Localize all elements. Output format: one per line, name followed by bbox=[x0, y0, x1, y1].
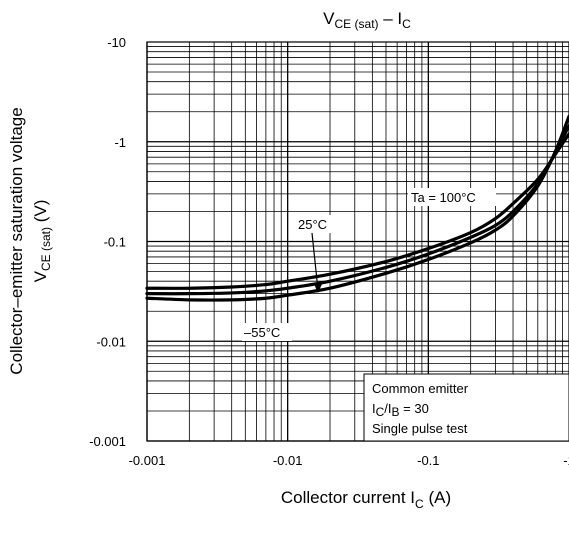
series-line-minus-55c bbox=[145, 114, 569, 302]
y-tick-label: -0.001 bbox=[89, 434, 126, 449]
x-tick-labels: -0.001 -0.01 -0.1 -1 bbox=[129, 453, 569, 468]
x-tick-label: -0.01 bbox=[273, 453, 303, 468]
y-tick-label: -0.01 bbox=[96, 334, 126, 349]
condition-box bbox=[363, 373, 569, 442]
y-axis-title-line-1: Collector–emitter saturation voltage bbox=[7, 107, 26, 374]
y-tick-labels: -10 -1 -0.1 -0.01 -0.001 bbox=[89, 35, 126, 449]
condition-line-2: IC/IB = 30 bbox=[372, 401, 429, 419]
chart-title: VCE (sat) – IC bbox=[323, 9, 411, 31]
y-tick-label: -10 bbox=[107, 35, 126, 50]
label-25c: 25°C bbox=[298, 217, 327, 232]
tm55-label-bg bbox=[242, 323, 292, 341]
t25-label-bg bbox=[296, 215, 336, 233]
condition-line-3: Single pulse test bbox=[372, 421, 468, 436]
x-axis-title: Collector current IC (A) bbox=[281, 488, 451, 511]
x-tick-label: -0.1 bbox=[417, 453, 439, 468]
x-tick-label: -1 bbox=[563, 453, 569, 468]
label-25c-arrowhead bbox=[314, 284, 322, 293]
y-tick-label: -1 bbox=[114, 135, 126, 150]
label-ta-100: Ta = 100°C bbox=[411, 190, 476, 205]
ta100-label-bg bbox=[408, 188, 496, 206]
x-tick-label: -0.001 bbox=[129, 453, 166, 468]
y-tick-label: -0.1 bbox=[104, 235, 126, 250]
y-axis-title-line-2: VCE (sat) (V) bbox=[31, 200, 53, 283]
series-line-ta-100c bbox=[145, 132, 569, 290]
plot-frame bbox=[146, 41, 569, 442]
condition-line-1: Common emitter bbox=[372, 381, 469, 396]
label-minus-55c: –55°C bbox=[244, 325, 280, 340]
series-group bbox=[145, 114, 569, 302]
label-25c-arrow bbox=[311, 232, 319, 291]
